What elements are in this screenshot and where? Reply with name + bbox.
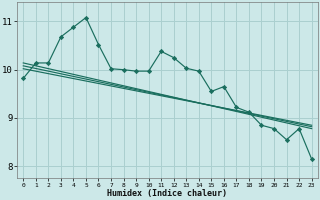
X-axis label: Humidex (Indice chaleur): Humidex (Indice chaleur) <box>108 189 228 198</box>
